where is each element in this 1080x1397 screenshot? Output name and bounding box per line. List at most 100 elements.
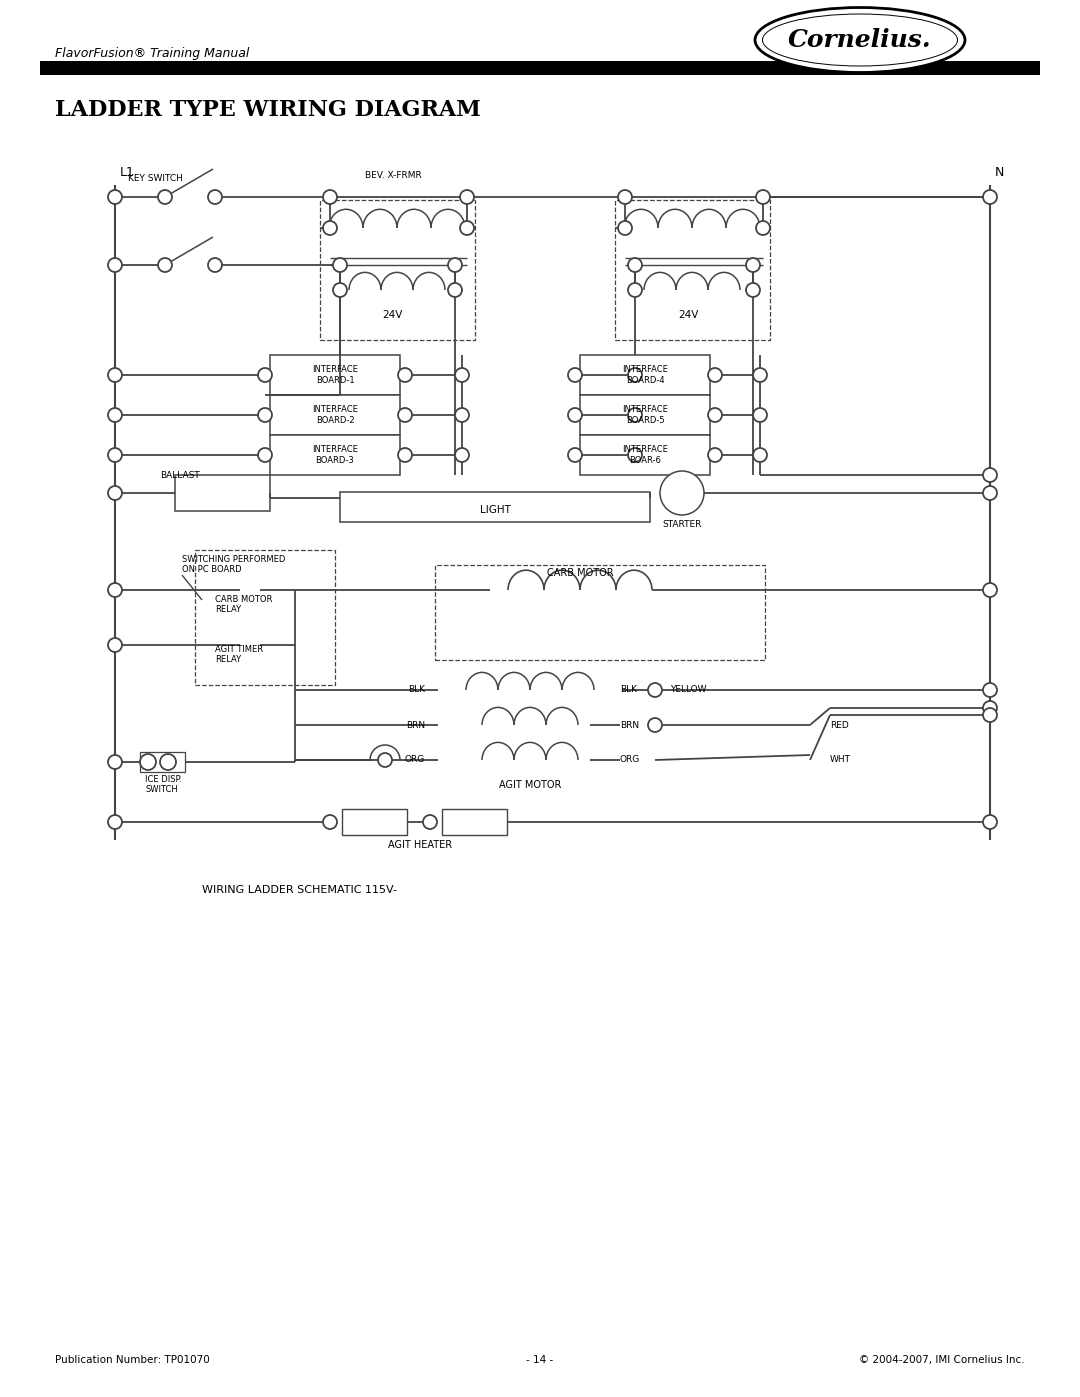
Text: INTERFACE
BOAR-6: INTERFACE BOAR-6 bbox=[622, 446, 667, 465]
Circle shape bbox=[708, 448, 723, 462]
Circle shape bbox=[753, 448, 767, 462]
Circle shape bbox=[455, 367, 469, 381]
Text: FlavorFusion® Training Manual: FlavorFusion® Training Manual bbox=[55, 46, 249, 60]
Bar bbox=[270, 355, 400, 395]
Circle shape bbox=[618, 190, 632, 204]
Bar bbox=[270, 434, 400, 475]
Text: BRN: BRN bbox=[620, 721, 639, 729]
Text: YELLOW: YELLOW bbox=[670, 686, 706, 694]
Circle shape bbox=[455, 408, 469, 422]
Circle shape bbox=[158, 190, 172, 204]
Text: SWITCHING PERFORMED
ON PC BOARD: SWITCHING PERFORMED ON PC BOARD bbox=[183, 555, 285, 574]
Circle shape bbox=[108, 258, 122, 272]
Bar bbox=[435, 564, 765, 659]
Text: 24V: 24V bbox=[382, 310, 402, 320]
Text: BRN: BRN bbox=[406, 721, 426, 729]
Circle shape bbox=[746, 258, 760, 272]
Circle shape bbox=[158, 258, 172, 272]
Text: BLK: BLK bbox=[620, 686, 637, 694]
Circle shape bbox=[983, 486, 997, 500]
Circle shape bbox=[568, 448, 582, 462]
Circle shape bbox=[108, 754, 122, 768]
Circle shape bbox=[648, 718, 662, 732]
Text: CARB MOTOR
RELAY: CARB MOTOR RELAY bbox=[215, 595, 272, 615]
Circle shape bbox=[455, 448, 469, 462]
Text: RED: RED bbox=[831, 721, 849, 729]
Ellipse shape bbox=[762, 14, 958, 66]
Circle shape bbox=[983, 468, 997, 482]
Circle shape bbox=[708, 367, 723, 381]
Circle shape bbox=[323, 190, 337, 204]
Circle shape bbox=[983, 814, 997, 828]
Ellipse shape bbox=[755, 7, 966, 73]
Text: INTERFACE
BOARD-1: INTERFACE BOARD-1 bbox=[312, 365, 357, 384]
Text: LIGHT: LIGHT bbox=[480, 504, 511, 515]
Circle shape bbox=[108, 448, 122, 462]
Bar bbox=[140, 752, 185, 773]
Circle shape bbox=[323, 221, 337, 235]
Circle shape bbox=[983, 701, 997, 715]
Circle shape bbox=[108, 486, 122, 500]
Circle shape bbox=[208, 190, 222, 204]
Circle shape bbox=[983, 190, 997, 204]
Bar bbox=[580, 355, 710, 395]
Text: BLK: BLK bbox=[408, 686, 426, 694]
Circle shape bbox=[756, 190, 770, 204]
Circle shape bbox=[108, 638, 122, 652]
Text: INTERFACE
BOARD-5: INTERFACE BOARD-5 bbox=[622, 405, 667, 425]
Circle shape bbox=[323, 814, 337, 828]
Text: ORG: ORG bbox=[405, 756, 426, 764]
Bar bbox=[320, 200, 475, 339]
Text: Cornelius.: Cornelius. bbox=[788, 28, 932, 52]
Circle shape bbox=[627, 448, 642, 462]
Text: WIRING LADDER SCHEMATIC 115V-: WIRING LADDER SCHEMATIC 115V- bbox=[203, 886, 397, 895]
Circle shape bbox=[333, 258, 347, 272]
Text: INTERFACE
BOARD-4: INTERFACE BOARD-4 bbox=[622, 365, 667, 384]
Circle shape bbox=[627, 258, 642, 272]
Bar bbox=[175, 475, 270, 511]
Text: ORG: ORG bbox=[620, 756, 640, 764]
Text: BEV. X-FRMR: BEV. X-FRMR bbox=[365, 170, 422, 180]
Circle shape bbox=[753, 367, 767, 381]
Text: LADDER TYPE WIRING DIAGRAM: LADDER TYPE WIRING DIAGRAM bbox=[55, 99, 481, 122]
Circle shape bbox=[399, 367, 411, 381]
Circle shape bbox=[627, 408, 642, 422]
Bar bbox=[580, 434, 710, 475]
Bar bbox=[270, 395, 400, 434]
Circle shape bbox=[108, 408, 122, 422]
Circle shape bbox=[983, 583, 997, 597]
Text: INTERFACE
BOARD-2: INTERFACE BOARD-2 bbox=[312, 405, 357, 425]
Circle shape bbox=[568, 408, 582, 422]
Text: - 14 -: - 14 - bbox=[526, 1355, 554, 1365]
Text: © 2004-2007, IMI Cornelius Inc.: © 2004-2007, IMI Cornelius Inc. bbox=[860, 1355, 1025, 1365]
Circle shape bbox=[108, 190, 122, 204]
Circle shape bbox=[423, 814, 437, 828]
Circle shape bbox=[378, 753, 392, 767]
Circle shape bbox=[460, 221, 474, 235]
Circle shape bbox=[756, 221, 770, 235]
Circle shape bbox=[460, 190, 474, 204]
Text: AGIT TIMER
RELAY: AGIT TIMER RELAY bbox=[215, 645, 264, 665]
Circle shape bbox=[448, 258, 462, 272]
Circle shape bbox=[399, 448, 411, 462]
Circle shape bbox=[333, 284, 347, 298]
Circle shape bbox=[627, 284, 642, 298]
Circle shape bbox=[983, 683, 997, 697]
Text: ICE DISP.
SWITCH: ICE DISP. SWITCH bbox=[145, 775, 183, 795]
Text: AGIT MOTOR: AGIT MOTOR bbox=[499, 780, 562, 789]
Circle shape bbox=[618, 221, 632, 235]
Circle shape bbox=[208, 258, 222, 272]
Circle shape bbox=[258, 367, 272, 381]
Circle shape bbox=[108, 814, 122, 828]
Circle shape bbox=[983, 708, 997, 722]
Bar bbox=[40, 61, 1040, 75]
Circle shape bbox=[746, 284, 760, 298]
Circle shape bbox=[660, 471, 704, 515]
Text: Publication Number: TP01070: Publication Number: TP01070 bbox=[55, 1355, 210, 1365]
Text: L1: L1 bbox=[120, 165, 135, 179]
Text: BALLAST: BALLAST bbox=[160, 471, 200, 481]
Circle shape bbox=[160, 754, 176, 770]
Circle shape bbox=[108, 583, 122, 597]
Text: WHT: WHT bbox=[831, 756, 851, 764]
Text: AGIT HEATER: AGIT HEATER bbox=[388, 840, 453, 849]
